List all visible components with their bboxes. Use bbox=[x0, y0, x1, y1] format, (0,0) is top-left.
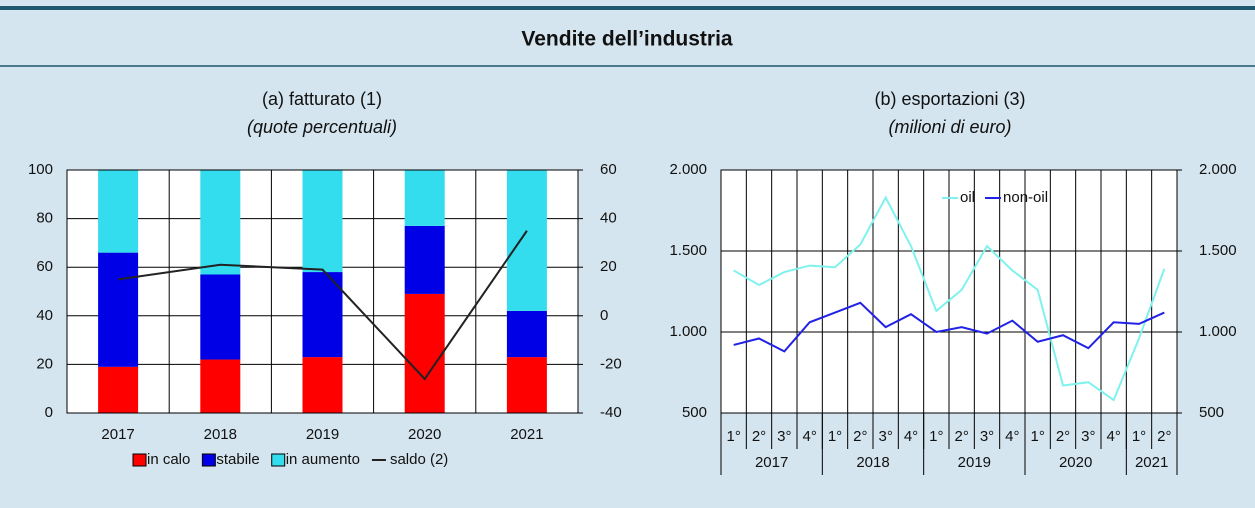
line-series bbox=[733, 301, 1165, 353]
legend-label: in calo bbox=[147, 451, 190, 468]
x-tick-label: 3° bbox=[980, 428, 994, 445]
y-tick-label: 60 bbox=[36, 258, 53, 275]
x-tick-label: 2° bbox=[954, 428, 968, 445]
y-tick-label: 500 bbox=[682, 404, 707, 421]
chart-subtitle: (quote percentuali) bbox=[247, 117, 397, 137]
x-tick-label: 4° bbox=[1005, 428, 1019, 445]
y2-tick-label: 20 bbox=[600, 258, 617, 275]
plot-frame bbox=[66, 169, 579, 414]
x-tick-label: 2° bbox=[1056, 428, 1070, 445]
x-tick-label: 2° bbox=[1157, 428, 1171, 445]
x-tick-label: 2020 bbox=[408, 426, 441, 443]
plot-frame bbox=[720, 169, 1178, 414]
y2-tick-label: 500 bbox=[1199, 404, 1224, 421]
chart-subtitle: (milioni di euro) bbox=[888, 117, 1011, 137]
y2-tick-label: 0 bbox=[600, 307, 608, 324]
x-tick-label: 1° bbox=[1132, 428, 1146, 445]
bar-segment bbox=[404, 293, 445, 413]
legend-swatch bbox=[201, 453, 216, 467]
bar-segment bbox=[200, 274, 241, 360]
x-tick-label: 2° bbox=[853, 428, 867, 445]
y-tick-label: 80 bbox=[36, 210, 53, 227]
x-tick-label: 2017 bbox=[101, 426, 134, 443]
bar-segment bbox=[506, 170, 547, 311]
bar-segment bbox=[98, 366, 139, 413]
legend-swatch bbox=[271, 453, 286, 467]
y2-tick-label: 1.500 bbox=[1199, 242, 1237, 259]
y-tick-label: 2.000 bbox=[669, 161, 707, 178]
y2-tick-label: 1.000 bbox=[1199, 323, 1237, 340]
x-tick-label: 2019 bbox=[306, 426, 339, 443]
x-tick-label: 1° bbox=[1030, 428, 1044, 445]
x-group-label: 2021 bbox=[1135, 454, 1168, 471]
x-tick-label: 4° bbox=[1106, 428, 1120, 445]
bar-segment bbox=[98, 252, 139, 367]
bar-segment bbox=[302, 272, 343, 358]
x-group-label: 2020 bbox=[1059, 454, 1092, 471]
x-tick-label: 1° bbox=[929, 428, 943, 445]
y-tick-label: 40 bbox=[36, 307, 53, 324]
line-series bbox=[117, 230, 528, 381]
x-tick-label: 3° bbox=[878, 428, 892, 445]
bar-segment bbox=[302, 357, 343, 413]
x-tick-label: 2018 bbox=[204, 426, 237, 443]
legend-label: in aumento bbox=[286, 451, 360, 468]
x-tick-label: 3° bbox=[1081, 428, 1095, 445]
y2-tick-label: 2.000 bbox=[1199, 161, 1237, 178]
legend-label: oil bbox=[960, 189, 975, 206]
legend-swatch bbox=[132, 453, 147, 467]
x-tick-label: 1° bbox=[726, 428, 740, 445]
y2-tick-label: -40 bbox=[600, 404, 622, 421]
y-tick-label: 100 bbox=[28, 161, 53, 178]
x-tick-label: 1° bbox=[828, 428, 842, 445]
x-tick-label: 2021 bbox=[510, 426, 543, 443]
figure-title: Vendite dell’industria bbox=[521, 28, 733, 51]
y2-tick-label: -20 bbox=[600, 355, 622, 372]
chart-title: (b) esportazioni (3) bbox=[874, 89, 1025, 109]
y-tick-label: 1.000 bbox=[669, 323, 707, 340]
bar-segment bbox=[404, 225, 445, 294]
x-group-label: 2017 bbox=[755, 454, 788, 471]
bar-segment bbox=[200, 359, 241, 413]
line-series bbox=[733, 195, 1166, 402]
bar-segment bbox=[98, 170, 139, 253]
bar-segment bbox=[506, 310, 547, 358]
bar-segment bbox=[302, 170, 343, 273]
y-tick-label: 0 bbox=[45, 404, 53, 421]
y2-tick-label: 40 bbox=[600, 210, 617, 227]
y-tick-label: 20 bbox=[36, 355, 53, 372]
bar-segment bbox=[200, 170, 241, 275]
x-tick-label: 3° bbox=[777, 428, 791, 445]
legend-label: saldo (2) bbox=[390, 451, 448, 468]
x-group-label: 2019 bbox=[958, 454, 991, 471]
x-group-label: 2018 bbox=[856, 454, 889, 471]
top-rule bbox=[0, 6, 1255, 10]
bar-segment bbox=[404, 170, 445, 226]
x-tick-label: 4° bbox=[904, 428, 918, 445]
y2-tick-label: 60 bbox=[600, 161, 617, 178]
x-tick-label: 2° bbox=[752, 428, 766, 445]
y-tick-label: 1.500 bbox=[669, 242, 707, 259]
chart-title: (a) fatturato (1) bbox=[262, 89, 382, 109]
bar-segment bbox=[506, 357, 547, 413]
legend-label: stabile bbox=[216, 451, 259, 468]
x-tick-label: 4° bbox=[802, 428, 816, 445]
legend-label: non-oil bbox=[1003, 189, 1048, 206]
